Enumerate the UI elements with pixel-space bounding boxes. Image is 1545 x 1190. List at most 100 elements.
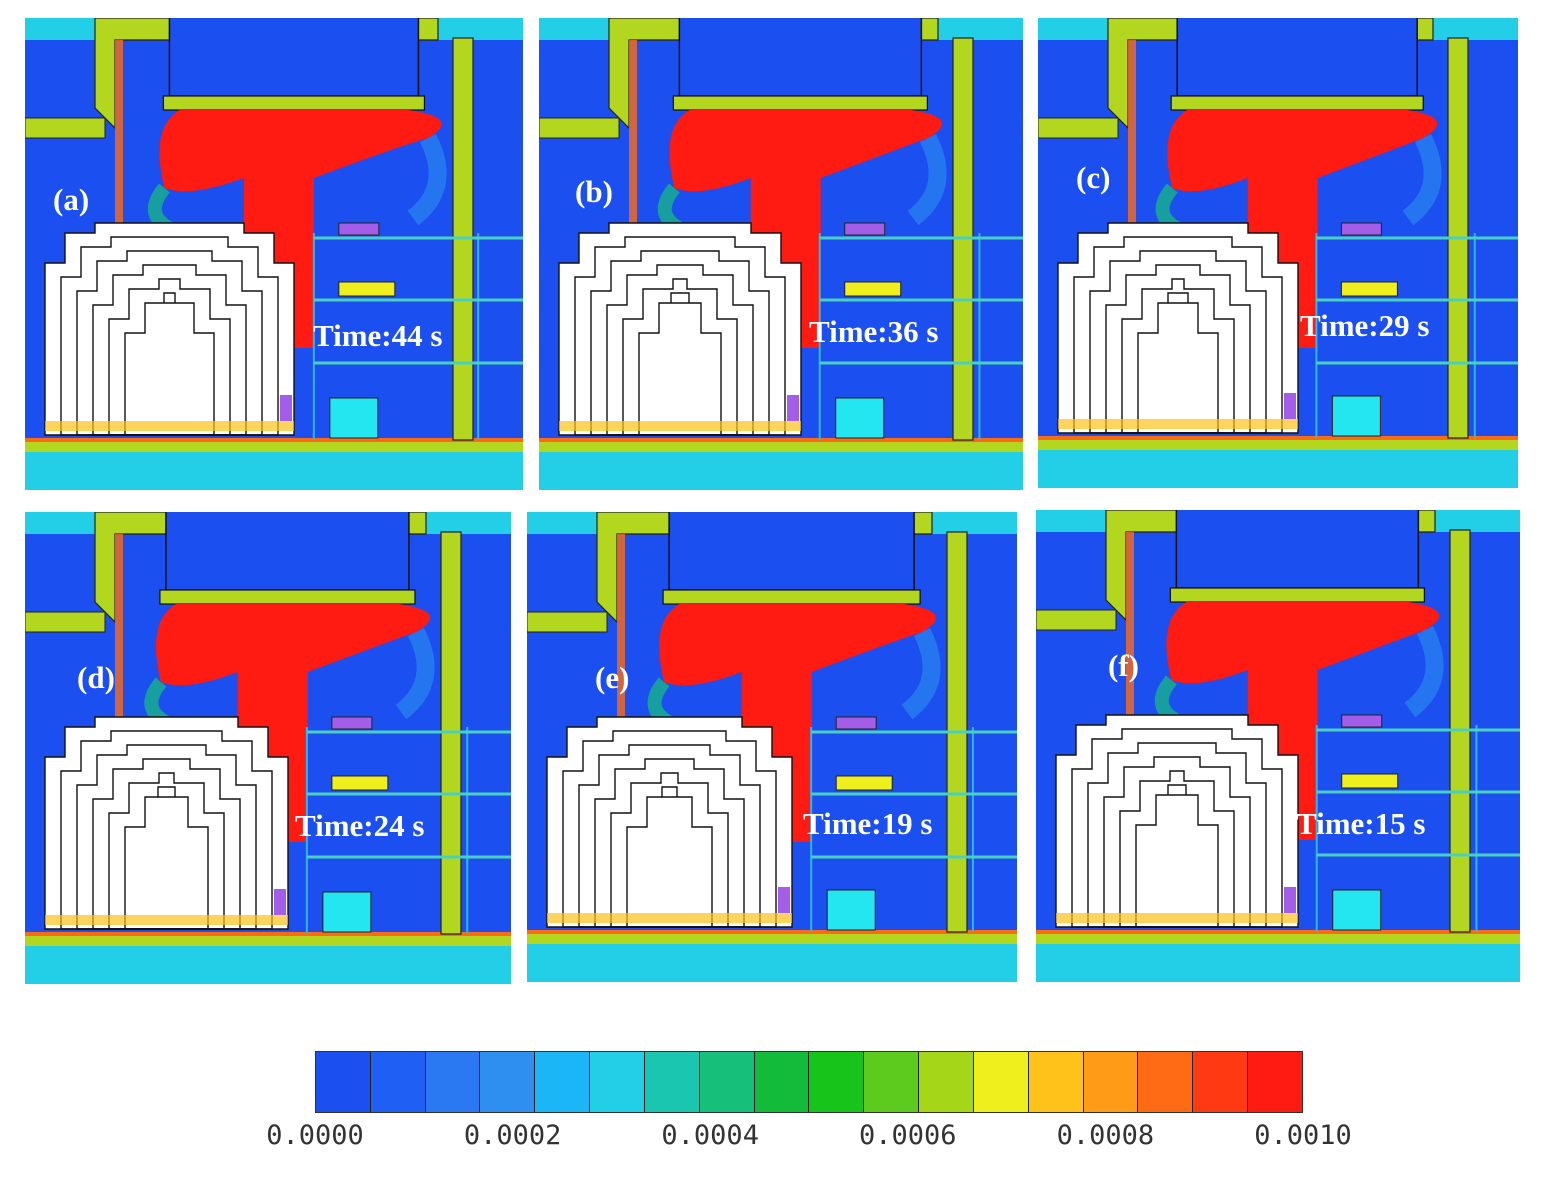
colorbar-cell xyxy=(370,1052,426,1112)
concentration-plume xyxy=(155,604,431,842)
colorbar-cell xyxy=(699,1052,755,1112)
time-label-b: Time:36 s xyxy=(809,314,939,349)
purple-block xyxy=(787,395,799,421)
left-ledge xyxy=(527,611,608,633)
purple-block xyxy=(1284,887,1296,913)
time-label-e: Time:19 s xyxy=(803,806,933,841)
left-ledge xyxy=(539,117,620,139)
machine-base-contour xyxy=(1058,419,1298,429)
floor-boundary xyxy=(539,438,1023,442)
machine-outline xyxy=(546,716,793,928)
shelf-rack xyxy=(1315,725,1520,932)
concentration-plume xyxy=(1166,602,1440,840)
time-label-d: Time:24 s xyxy=(295,808,425,843)
panel-b: (b) Time:36 s xyxy=(539,18,1023,490)
shelf-rack xyxy=(1315,233,1518,438)
exhaust-duct xyxy=(678,18,923,97)
panel-a: (a) Time:44 s xyxy=(25,18,523,490)
floor-wall xyxy=(1036,934,1520,944)
concentration-plume xyxy=(659,604,936,842)
left-ledge xyxy=(25,117,106,139)
time-label-c: Time:29 s xyxy=(1300,308,1430,343)
contour-plot-e xyxy=(527,512,1017,982)
colorbar-cell xyxy=(754,1052,810,1112)
floor-wall xyxy=(25,936,511,946)
shelf-rack xyxy=(305,727,511,934)
plume-diffuse-edge xyxy=(1402,133,1442,226)
left-ledge xyxy=(1038,117,1119,139)
floor-boundary xyxy=(1036,930,1520,934)
floor-wall xyxy=(25,442,523,452)
exhaust-hood xyxy=(662,589,921,605)
concentration-plume xyxy=(159,110,442,348)
floor-wall xyxy=(539,442,1023,452)
colorbar xyxy=(315,1051,1303,1113)
colorbar-cell xyxy=(809,1052,865,1112)
colorbar-cell xyxy=(1138,1052,1194,1112)
purple-box xyxy=(835,716,877,730)
machine-base-contour xyxy=(559,421,801,431)
floor-strip xyxy=(527,942,1017,982)
floor-boundary xyxy=(25,932,511,936)
purple-block xyxy=(274,889,286,915)
colorbar-cell xyxy=(644,1052,700,1112)
colorbar-cell xyxy=(480,1052,536,1112)
floor-boundary xyxy=(527,930,1017,934)
exhaust-duct xyxy=(668,512,915,591)
panel-d: (d) Time:24 s xyxy=(25,512,511,984)
colorbar-tick-label: 0.0006 xyxy=(859,1120,957,1151)
machine-outline xyxy=(558,222,802,436)
cyan-box xyxy=(322,891,372,933)
colorbar-cell xyxy=(1083,1052,1139,1112)
cyan-box xyxy=(1332,889,1382,931)
contour-plot-d xyxy=(25,512,511,984)
colorbar-tick-label: 0.0002 xyxy=(463,1120,562,1151)
colorbar-tick-label: 0.0010 xyxy=(1254,1120,1352,1151)
panel-label-b: (b) xyxy=(575,174,613,209)
machine-outline xyxy=(44,716,289,930)
time-label-a: Time:44 s xyxy=(313,318,443,353)
cyan-box xyxy=(1331,395,1381,437)
plume-diffuse-edge xyxy=(407,133,447,226)
colorbar-cell xyxy=(1028,1052,1084,1112)
colorbar-cell xyxy=(919,1052,974,1112)
contour-plot-b xyxy=(539,18,1023,490)
exhaust-hood xyxy=(162,95,426,111)
contour-plot-f xyxy=(1036,510,1520,982)
shelf-rack xyxy=(818,233,1023,440)
exhaust-duct xyxy=(168,18,420,97)
machine-base-contour xyxy=(45,915,288,925)
purple-box xyxy=(1340,222,1382,236)
exhaust-hood xyxy=(672,95,928,111)
floor-strip xyxy=(1036,942,1520,982)
cyan-box xyxy=(835,397,885,439)
colorbar-cell xyxy=(973,1052,1029,1112)
concentration-plume xyxy=(669,110,943,348)
panel-f: (f) Time:15 s xyxy=(1036,510,1520,982)
exhaust-hood xyxy=(159,589,416,605)
purple-block xyxy=(280,395,292,421)
purple-block xyxy=(778,887,790,913)
machine-outline xyxy=(44,222,295,436)
machine-outline xyxy=(1057,222,1299,434)
plume-diffuse-edge xyxy=(901,627,941,720)
purple-box xyxy=(331,716,373,730)
panel-label-f: (f) xyxy=(1108,648,1139,683)
exhaust-duct xyxy=(1176,18,1418,97)
floor-wall xyxy=(1038,440,1518,450)
cyan-box xyxy=(329,397,379,439)
plume-diffuse-edge xyxy=(1404,625,1444,718)
left-ledge xyxy=(25,611,106,633)
yellow-box xyxy=(338,281,396,297)
machine-base-contour xyxy=(547,913,792,923)
exhaust-duct xyxy=(165,512,410,591)
left-ledge xyxy=(1036,609,1117,631)
colorbar-cell xyxy=(1248,1052,1302,1112)
colorbar-cell xyxy=(425,1052,481,1112)
concentration-plume xyxy=(1167,110,1438,348)
exhaust-hood xyxy=(1169,587,1425,603)
colorbar-cell xyxy=(590,1052,645,1112)
colorbar-tick-label: 0.0008 xyxy=(1056,1120,1155,1151)
floor-strip xyxy=(25,450,523,490)
contour-plot-a xyxy=(25,18,523,490)
